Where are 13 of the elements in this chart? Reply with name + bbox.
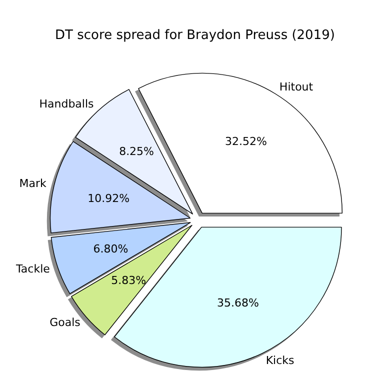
slice-label: Handballs — [39, 97, 94, 110]
slice-label: Mark — [19, 176, 47, 190]
slice-label: Tackle — [15, 262, 50, 276]
chart-title: DT score spread for Braydon Preuss (2019) — [55, 28, 335, 43]
data-label: 6.80% — [93, 242, 128, 256]
data-label: 32.52% — [225, 135, 267, 148]
slice-label: Kicks — [266, 354, 295, 367]
data-label: 10.92% — [88, 192, 130, 205]
data-label: 35.68% — [217, 296, 259, 310]
slice-label: Hitout — [279, 80, 314, 94]
data-label: 8.25% — [119, 145, 154, 158]
slice-label: Goals — [50, 316, 81, 329]
data-label: 5.83% — [111, 274, 146, 287]
